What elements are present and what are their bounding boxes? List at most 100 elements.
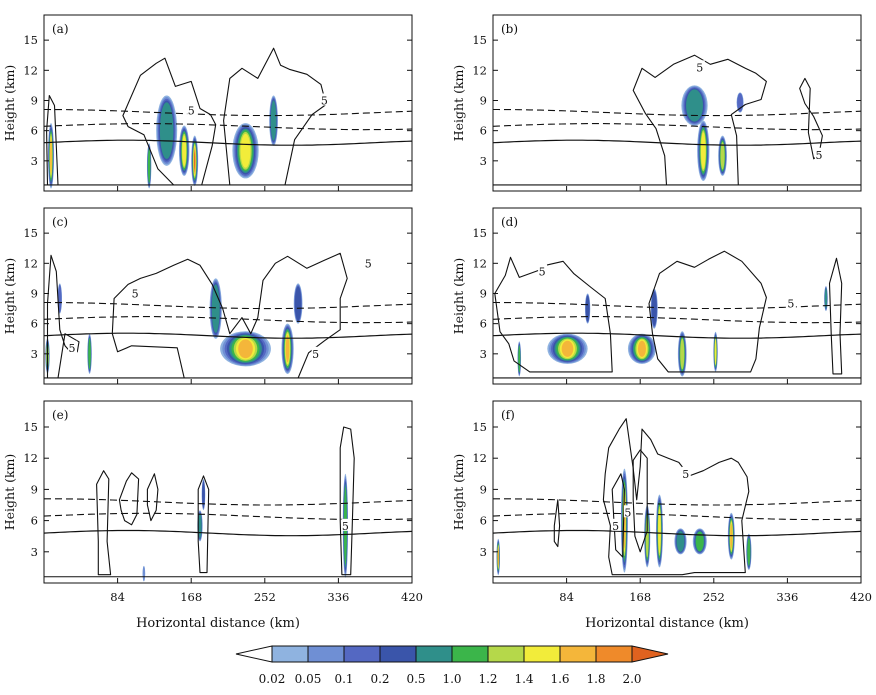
y-tick-label: 6 [480, 514, 487, 528]
colorbar-tick-label: 0.05 [295, 672, 322, 686]
y-tick-label: 15 [23, 226, 38, 240]
contour-label-bg [681, 466, 691, 479]
isotherm-dashed-line [493, 108, 861, 117]
contour-label-bg [538, 264, 548, 277]
plot-area [44, 252, 412, 379]
contour-label-bg [611, 518, 621, 531]
echo-level [720, 142, 725, 170]
echo-level [637, 340, 646, 357]
cloud-contour [339, 426, 355, 576]
echo-level [147, 148, 151, 183]
echo-cell [713, 331, 718, 372]
echo-cell [677, 331, 687, 377]
y-tick-label: 9 [31, 482, 38, 496]
contour-label: 5 [539, 265, 546, 278]
freezing-level-line [44, 332, 412, 339]
freezing-level-line [493, 529, 861, 537]
cloud-contour [648, 250, 767, 373]
y-tick-label: 6 [480, 317, 487, 331]
colorbar-swatch [595, 645, 633, 663]
colorbar-tick-label: 1.0 [442, 672, 461, 686]
cloud-contour [553, 499, 561, 548]
y-axis-label: Height (km) [2, 454, 17, 531]
echo-cell [627, 333, 656, 364]
y-tick-label: 15 [23, 420, 38, 434]
isotherm-dashed-line [493, 301, 861, 310]
isotherm-dashed-line [44, 108, 412, 117]
contour-label: 5 [682, 468, 689, 481]
x-tick-label: 420 [850, 590, 872, 604]
y-tick-label: 15 [472, 33, 487, 47]
panel-frame [43, 207, 413, 385]
isotherm-dashed-line [493, 123, 861, 131]
echo-cell [220, 331, 271, 367]
echo-level [651, 291, 657, 326]
echo-level [159, 102, 174, 159]
y-tick-label: 12 [472, 451, 487, 465]
y-tick-label: 12 [472, 256, 487, 270]
y-tick-label: 15 [472, 420, 487, 434]
colorbar-swatch [487, 645, 525, 663]
x-axis-label: Horizontal distance (km) [136, 616, 300, 631]
cloud-contour [799, 77, 823, 160]
contour-label-bg [187, 103, 197, 116]
echo-cell [87, 333, 92, 374]
contour-label: 5 [815, 149, 822, 162]
y-tick-label: 9 [31, 93, 38, 107]
panel-c: 5 5 5 5 3 6 9 12 15 Height (km) (c) [2, 207, 413, 385]
echo-cell [191, 135, 199, 186]
echo-level [202, 481, 205, 508]
panel-e: 5 3 6 9 12 15 84 168 252 336 420 Height (km) Horizon… [2, 400, 423, 631]
echo-level [88, 338, 91, 369]
colorbar-tick-label: 1.8 [586, 672, 605, 686]
contour-label-bg [814, 147, 824, 160]
echo-level [518, 345, 521, 372]
freezing-level-line [44, 139, 412, 146]
echo-level [686, 89, 703, 122]
echo-level [658, 508, 661, 554]
colorbar-tick-label: 2.0 [622, 672, 641, 686]
echo-level [238, 339, 253, 359]
echo-cell [644, 505, 651, 568]
cloud-contour [632, 54, 767, 186]
y-tick-label: 3 [31, 154, 38, 168]
panel-label: (c) [52, 215, 68, 229]
y-tick-label: 9 [31, 286, 38, 300]
echo-cell [209, 278, 222, 339]
x-tick-label: 84 [110, 590, 125, 604]
x-tick-label: 252 [703, 590, 725, 604]
cloud-contour [197, 475, 210, 574]
echo-cell [47, 123, 55, 189]
y-tick-label: 6 [31, 514, 38, 528]
echo-level [240, 133, 251, 168]
plot-area [493, 54, 861, 186]
isotherm-dashed-line [493, 498, 861, 506]
echo-cell [655, 494, 663, 568]
echo-level [182, 135, 187, 167]
y-tick-label: 12 [23, 63, 38, 77]
contour-label-bg [364, 256, 374, 269]
echo-level [747, 538, 751, 566]
echo-level [714, 339, 717, 365]
colorbar-tick-label: 0.02 [259, 672, 286, 686]
colorbar-swatch [307, 645, 345, 663]
colorbar-swatch [379, 645, 417, 663]
y-tick-label: 6 [31, 124, 38, 138]
plot-area [44, 426, 412, 582]
x-tick-label: 420 [401, 590, 423, 604]
panel-label: (a) [52, 22, 69, 36]
y-tick-label: 3 [480, 347, 487, 361]
echo-cell [142, 565, 146, 582]
y-axis-label: Height (km) [451, 454, 466, 531]
contour-label-bg [131, 286, 141, 299]
isotherm-dashed-line [44, 301, 412, 310]
cloud-contour [118, 472, 140, 526]
contour-label: 5 [132, 287, 139, 300]
cloud-contour [122, 57, 217, 186]
x-axis-label: Horizontal distance (km) [585, 616, 749, 631]
y-tick-label: 3 [480, 154, 487, 168]
freezing-level-line [44, 529, 412, 537]
colorbar-tick-label: 0.2 [370, 672, 389, 686]
x-tick-label: 336 [327, 590, 349, 604]
